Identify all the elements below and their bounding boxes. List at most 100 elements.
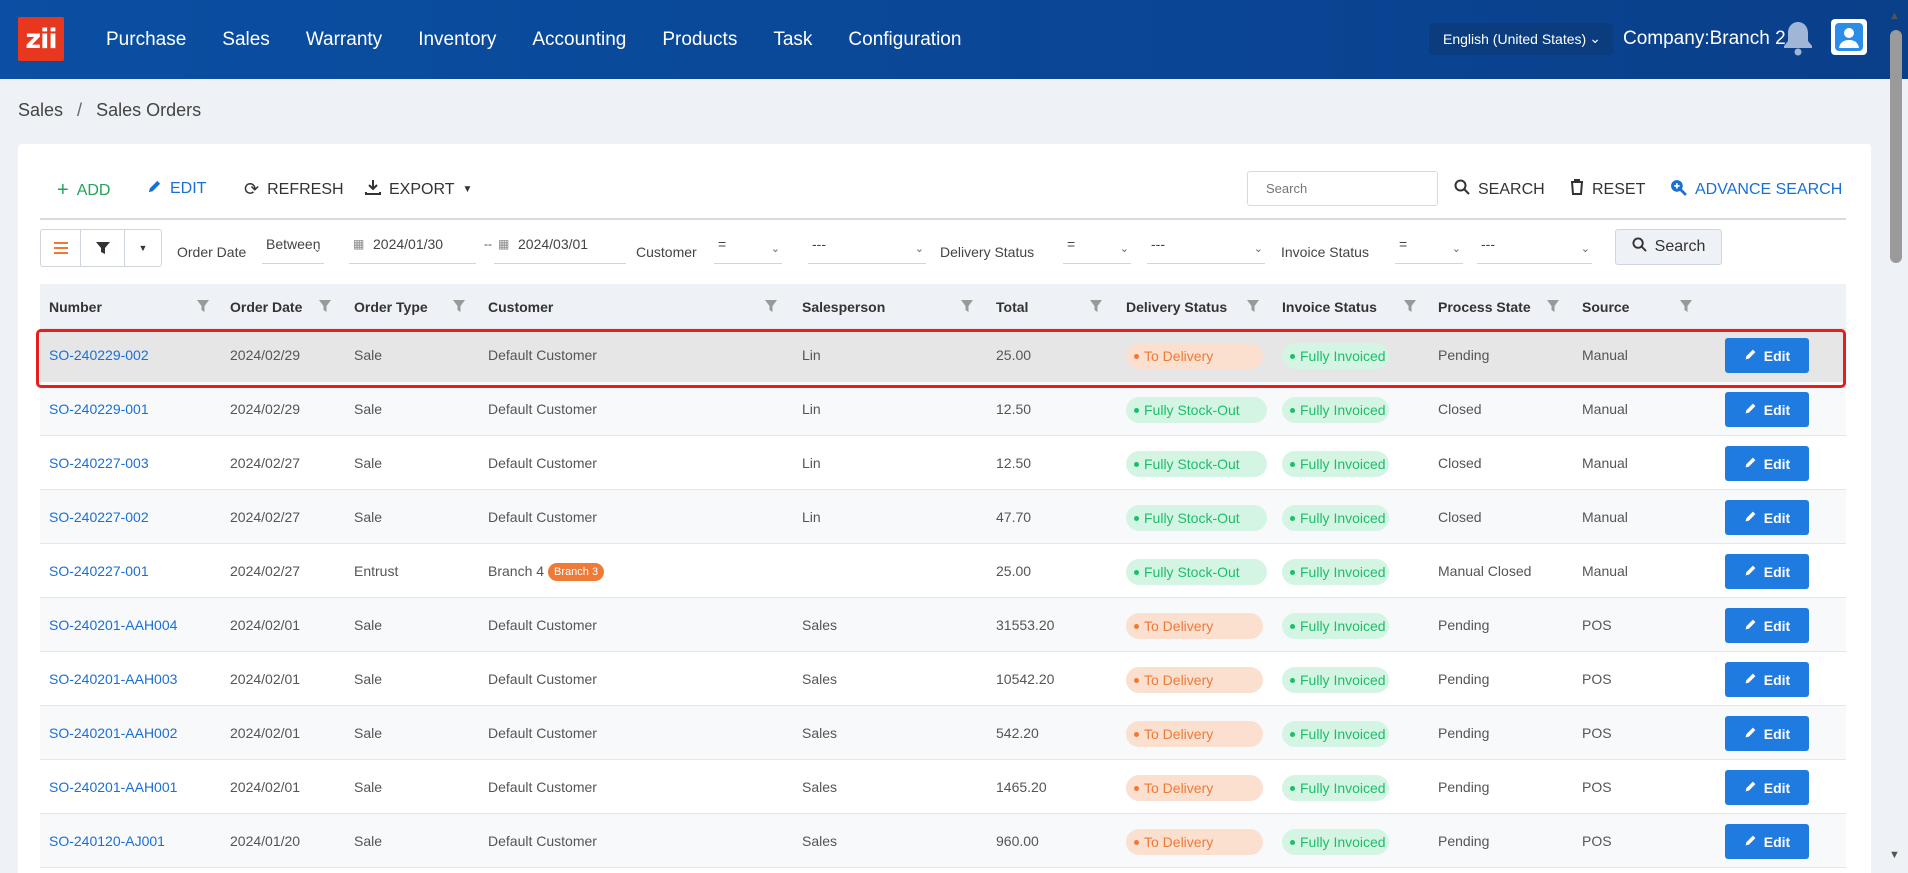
- column-filter-icon[interactable]: [197, 299, 209, 312]
- delivery-status-operator[interactable]: = ⌄: [1063, 236, 1131, 264]
- nav-task[interactable]: Task: [773, 28, 813, 50]
- row-edit-button[interactable]: Edit: [1725, 554, 1809, 589]
- row-edit-label: Edit: [1763, 671, 1791, 688]
- date-to-value: 2024/03/01: [518, 236, 589, 252]
- table-row[interactable]: SO-240201-AAH001 2024/02/01 Sale Default Cu…: [40, 760, 1846, 814]
- search-input[interactable]: [1247, 171, 1438, 206]
- col-source[interactable]: Source: [1582, 299, 1630, 315]
- order-number-link[interactable]: SO-240120-AJ001: [49, 833, 165, 849]
- order-number-link[interactable]: SO-240201-AAH003: [49, 671, 178, 687]
- row-edit-button[interactable]: Edit: [1725, 716, 1809, 751]
- source-cell: Manual: [1582, 563, 1628, 579]
- row-edit-button[interactable]: Edit: [1725, 392, 1809, 427]
- column-filter-icon[interactable]: [1404, 299, 1416, 312]
- user-avatar-icon[interactable]: [1831, 19, 1867, 55]
- table-row[interactable]: SO-240227-001 2024/02/27 Entrust Branch 4 Br…: [40, 544, 1846, 598]
- order-number-link[interactable]: SO-240201-AAH004: [49, 617, 178, 633]
- order-number-link[interactable]: SO-240227-001: [49, 563, 149, 579]
- row-edit-button[interactable]: Edit: [1725, 770, 1809, 805]
- column-filter-icon[interactable]: [453, 299, 465, 312]
- table-row[interactable]: SO-240227-003 2024/02/27 Sale Default Custo…: [40, 436, 1846, 490]
- row-edit-button[interactable]: Edit: [1725, 662, 1809, 697]
- column-filter-icon[interactable]: [1090, 299, 1102, 312]
- export-button[interactable]: EXPORT ▼: [365, 179, 472, 200]
- nav-warranty[interactable]: Warranty: [305, 28, 383, 50]
- advance-search-button[interactable]: ADVANCE SEARCH: [1670, 179, 1842, 201]
- search-icon: [1454, 179, 1470, 200]
- table-row[interactable]: SO-240227-002 2024/02/27 Sale Default Custo…: [40, 490, 1846, 544]
- scroll-down-arrow-icon[interactable]: ▼: [1889, 849, 1900, 861]
- delivery-status-value-select[interactable]: --- ⌄: [1147, 236, 1265, 264]
- refresh-label: REFRESH: [267, 180, 344, 198]
- edit-button[interactable]: EDIT: [147, 179, 206, 199]
- nav-sales[interactable]: Sales: [222, 28, 270, 50]
- reset-button[interactable]: RESET: [1570, 179, 1645, 200]
- row-edit-button[interactable]: Edit: [1725, 338, 1809, 373]
- zii-logo[interactable]: zii: [18, 17, 64, 61]
- customer-cell: Default Customer: [488, 455, 597, 471]
- col-delivery-status[interactable]: Delivery Status: [1126, 299, 1228, 315]
- customer-operator[interactable]: = ⌄: [714, 236, 782, 264]
- table-row[interactable]: SO-240229-001 2024/02/29 Sale Default Custo…: [40, 382, 1846, 436]
- col-number[interactable]: Number: [49, 299, 102, 315]
- order-date-operator[interactable]: Between ⌄: [262, 236, 324, 264]
- row-edit-button[interactable]: Edit: [1725, 446, 1809, 481]
- bell-icon[interactable]: [1780, 19, 1816, 57]
- refresh-button[interactable]: ⟳ REFRESH: [244, 179, 344, 200]
- order-number-link[interactable]: SO-240227-002: [49, 509, 149, 525]
- add-button[interactable]: + ADD: [57, 179, 110, 202]
- source-cell: POS: [1582, 617, 1612, 633]
- column-filter-icon[interactable]: [765, 299, 777, 312]
- nav-configuration[interactable]: Configuration: [848, 28, 962, 50]
- scrollbar-thumb[interactable]: [1890, 30, 1902, 263]
- date-to-field[interactable]: ▦ 2024/03/01: [494, 236, 626, 264]
- invoice-status-operator[interactable]: = ⌄: [1395, 236, 1463, 264]
- column-filter-icon[interactable]: [1547, 299, 1559, 312]
- row-edit-button[interactable]: Edit: [1725, 500, 1809, 535]
- col-order-date[interactable]: Order Date: [230, 299, 303, 315]
- search-button[interactable]: SEARCH: [1454, 179, 1545, 200]
- col-process-state[interactable]: Process State: [1438, 299, 1531, 315]
- col-salesperson[interactable]: Salesperson: [802, 299, 886, 315]
- nav-accounting[interactable]: Accounting: [532, 28, 627, 50]
- process-state-cell: Manual Closed: [1438, 563, 1532, 579]
- column-filter-icon[interactable]: [961, 299, 973, 312]
- invoice-status-badge: Fully Invoiced: [1282, 613, 1389, 639]
- col-order-type[interactable]: Order Type: [354, 299, 428, 315]
- nav-inventory[interactable]: Inventory: [418, 28, 497, 50]
- order-number-link[interactable]: SO-240229-001: [49, 401, 149, 417]
- nav-products[interactable]: Products: [662, 28, 738, 50]
- column-filter-icon[interactable]: [1680, 299, 1692, 312]
- invoice-status-value-select[interactable]: --- ⌄: [1477, 236, 1592, 264]
- row-edit-button[interactable]: Edit: [1725, 824, 1809, 859]
- filter-search-button[interactable]: Search: [1615, 229, 1722, 265]
- table-row[interactable]: SO-240120-AJ001 2024/01/20 Sale Default Cus…: [40, 814, 1846, 868]
- breadcrumb-sales[interactable]: Sales: [18, 100, 64, 120]
- date-from-field[interactable]: ▦ 2024/01/30: [349, 236, 476, 264]
- order-number-link[interactable]: SO-240201-AAH002: [49, 725, 178, 741]
- order-number-link[interactable]: SO-240229-002: [49, 347, 149, 363]
- table-row[interactable]: SO-240229-002 2024/02/29 Sale Default Custo…: [40, 328, 1846, 382]
- order-number-link[interactable]: SO-240201-AAH001: [49, 779, 178, 795]
- col-invoice-status[interactable]: Invoice Status: [1282, 299, 1377, 315]
- col-total[interactable]: Total: [996, 299, 1029, 315]
- filter-icon[interactable]: [81, 230, 125, 266]
- process-state-cell: Closed: [1438, 509, 1482, 525]
- chevron-down-icon: ⌄: [312, 243, 322, 255]
- table-row[interactable]: SO-240201-AAH003 2024/02/01 Sale Default Cu…: [40, 652, 1846, 706]
- col-customer[interactable]: Customer: [488, 299, 554, 315]
- nav-purchase[interactable]: Purchase: [106, 28, 187, 50]
- order-number-link[interactable]: SO-240227-003: [49, 455, 149, 471]
- list-view-icon[interactable]: [41, 230, 81, 266]
- row-edit-button[interactable]: Edit: [1725, 608, 1809, 643]
- company-label[interactable]: Company:Branch 2: [1623, 28, 1786, 49]
- column-filter-icon[interactable]: [319, 299, 331, 312]
- scroll-up-arrow-icon[interactable]: ▲: [1889, 10, 1900, 22]
- customer-value-select[interactable]: --- ⌄: [808, 236, 926, 264]
- table-row[interactable]: SO-240201-AAH002 2024/02/01 Sale Default Cu…: [40, 706, 1846, 760]
- caret-down-icon[interactable]: ▼: [138, 243, 148, 253]
- chevron-down-icon: ⌄: [1451, 243, 1461, 255]
- column-filter-icon[interactable]: [1247, 299, 1259, 312]
- table-row[interactable]: SO-240201-AAH004 2024/02/01 Sale Default Cu…: [40, 598, 1846, 652]
- language-select[interactable]: English (United States) ⌄: [1429, 23, 1613, 55]
